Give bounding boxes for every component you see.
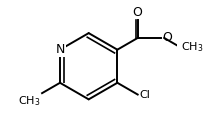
Text: Cl: Cl xyxy=(140,90,151,100)
Text: CH$_3$: CH$_3$ xyxy=(181,40,204,54)
Text: N: N xyxy=(55,43,65,56)
Text: O: O xyxy=(133,6,143,19)
Text: O: O xyxy=(162,31,172,44)
Text: CH$_3$: CH$_3$ xyxy=(18,95,41,108)
